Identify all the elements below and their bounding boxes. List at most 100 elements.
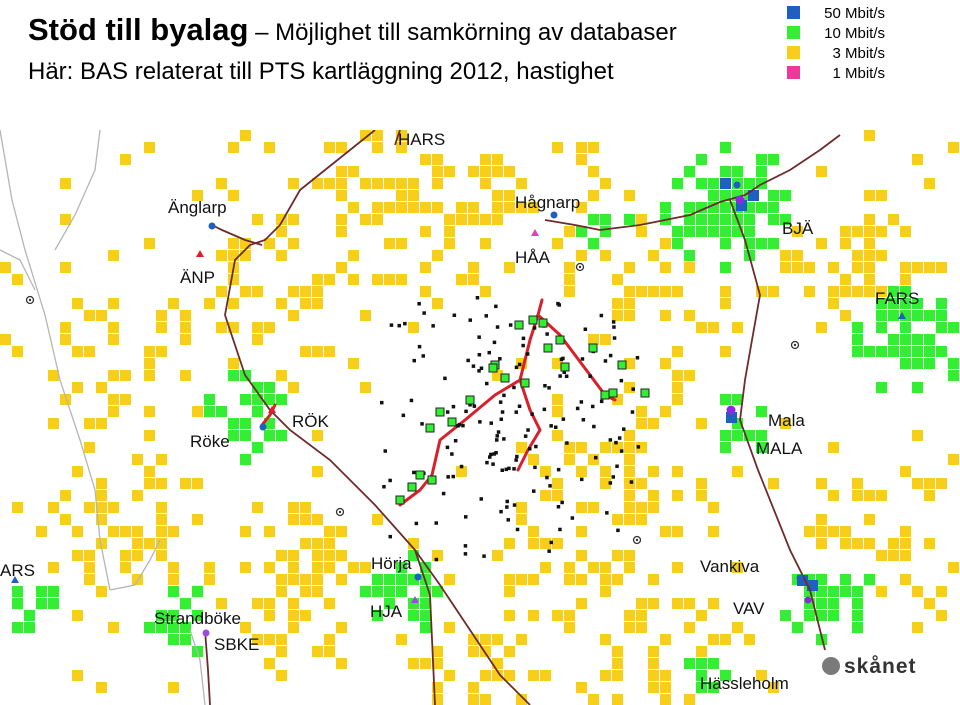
coverage-cell-3 [840,226,851,237]
coverage-cell-3 [132,454,143,465]
bas-site-connected [543,343,553,353]
coverage-cell-3 [312,466,323,477]
coverage-cell-10 [420,610,431,621]
bas-site-connected [600,390,610,400]
coverage-cell-3 [660,262,671,273]
coverage-cell-3 [432,154,443,165]
coverage-cell-3 [324,346,335,357]
place-labels: HARS Änglarp ÄNP Hågnarp HÅA BJÄ FARS RÖ… [0,130,919,693]
coverage-cell-3 [624,262,635,273]
legend-item-1: 1 Mbit/s [787,64,957,84]
coverage-cell-3 [684,622,695,633]
coverage-cell-10 [12,598,23,609]
coverage-cell-3 [156,502,167,513]
bas-site [619,378,624,383]
coverage-cell-3 [708,502,719,513]
coverage-cell-10 [912,310,923,321]
coverage-cell-10 [252,406,263,417]
coverage-cell-10 [840,574,851,585]
bas-site [636,445,641,449]
coverage-cell-3 [144,358,155,369]
coverage-cell-3 [228,322,239,333]
coverage-cell-10 [924,334,935,345]
bas-site [389,323,394,327]
bas-site [468,318,472,322]
coverage-cell-3 [708,598,719,609]
coverage-cell-10 [732,190,743,201]
coverage-cell-3 [288,562,299,573]
marker-roke-center [338,510,342,514]
coverage-cell-3 [732,322,743,333]
place-rok: RÖK [292,412,330,431]
coverage-cell-3 [420,226,431,237]
legend-swatch-10 [787,26,800,39]
coverage-cell-3 [648,598,659,609]
exchange-fars [898,312,906,319]
coverage-cell-10 [660,202,671,213]
coverage-cell-3 [492,214,503,225]
coverage-cell-3 [612,646,623,657]
coverage-cell-10 [852,322,863,333]
bas-site [526,428,530,432]
coverage-cell-3 [528,670,539,681]
coverage-cell-3 [312,538,323,549]
coverage-cell-3 [720,286,731,297]
coverage-cell-3 [540,670,551,681]
coverage-cell-3 [384,202,395,213]
title-dash: – [248,19,276,46]
coverage-cell-10 [732,394,743,405]
coverage-cell-10 [948,370,959,381]
coverage-cell-3 [312,298,323,309]
bas-site [592,424,596,429]
coverage-cell-3 [168,574,179,585]
coverage-cell-3 [492,202,503,213]
bas-site [599,399,604,404]
coverage-cell-3 [912,154,923,165]
coverage-cell-3 [432,550,443,561]
coverage-cell-10 [696,154,707,165]
bas-site [588,374,592,378]
coverage-cell-10 [828,610,839,621]
coverage-cell-3 [324,646,335,657]
legend: 50 Mbit/s 10 Mbit/s 3 Mbit/s 1 Mbit/s [787,4,957,84]
bas-site-connected [520,378,530,388]
coverage-cell-3 [336,550,347,561]
bas-site [417,344,422,349]
coverage-cell-3 [552,478,563,489]
coverage-cell-3 [504,670,515,681]
bas-site [475,296,480,300]
coverage-cell-3 [912,478,923,489]
bas-site-connected [435,407,445,417]
coverage-cell-3 [696,418,707,429]
coverage-cell-3 [228,298,239,309]
coverage-cell-10 [168,586,179,597]
coverage-cell-3 [276,214,287,225]
bas-site-connected [407,482,417,492]
title: Stöd till byalag – Möjlighet till samkör… [28,12,677,48]
coverage-cell-3 [312,274,323,285]
coverage-cell-3 [576,466,587,477]
coverage-cell-3 [396,238,407,249]
coverage-cell-3 [636,514,647,525]
coverage-cell-3 [816,538,827,549]
coverage-cell-3 [156,310,167,321]
coverage-cell-3 [108,334,119,345]
coverage-cell-3 [48,502,59,513]
coverage-cell-10 [780,214,791,225]
coverage-cell-3 [684,262,695,273]
place-horja: Hörja [371,554,412,573]
coverage-cell-10 [720,430,731,441]
coverage-cell-3 [108,394,119,405]
coverage-cell-10 [684,202,695,213]
coverage-cell-3 [288,382,299,393]
coverage-cell-3 [252,214,263,225]
coverage-cell-10 [384,586,395,597]
coverage-cell-3 [732,622,743,633]
coverage-cell-3 [900,274,911,285]
coverage-cell-10 [744,226,755,237]
bas-site [512,385,516,390]
coverage-cell-3 [576,574,587,585]
coverage-cell-3 [672,286,683,297]
coverage-cell-3 [276,670,287,681]
marker-fars [790,340,800,350]
